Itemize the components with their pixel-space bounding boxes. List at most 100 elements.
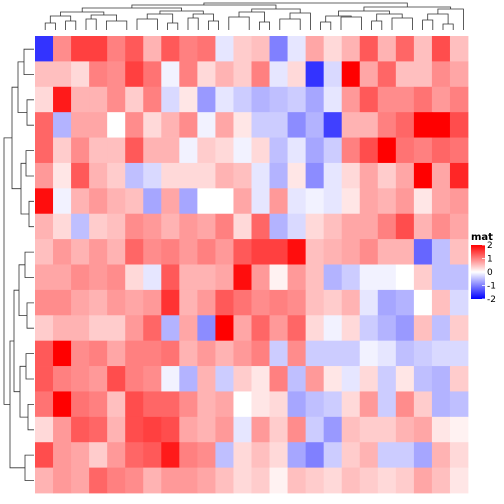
heatmap-cell [143,315,162,342]
heatmap-cell [71,137,90,164]
heatmap-cell [287,391,307,418]
heatmap-cell [395,112,415,138]
heatmap-cell [359,36,379,62]
heatmap-cell [125,162,144,189]
heatmap-cell [251,239,270,265]
heatmap-cell [413,188,433,215]
heatmap-cell [377,137,397,164]
heatmap-cell [413,264,433,291]
heatmap-cell [431,213,451,240]
heatmap-cell [431,112,451,138]
heatmap-cell [161,264,180,291]
heatmap-cell [377,442,397,469]
heatmap-cell [341,366,361,392]
heatmap-cell [179,289,198,316]
heatmap-cell [197,264,216,291]
heatmap-cell [341,112,361,138]
heatmap-cell [395,36,415,62]
heatmap-cell [341,416,361,443]
heatmap-cell [305,239,325,265]
heatmap-cell [107,416,126,443]
heatmap-cell [143,239,162,265]
heatmap-cell [89,467,108,494]
heatmap-cell [431,467,451,494]
heatmap-cell [125,416,144,443]
heatmap-cell [161,213,180,240]
heatmap-cell [305,61,325,88]
heatmap-cell [197,391,216,418]
heatmap-cell [125,442,144,469]
heatmap-cell [233,112,252,138]
heatmap-cell [341,188,361,215]
heatmap-cell [71,86,90,113]
heatmap-cell [215,239,234,265]
heatmap-cell [89,213,108,240]
heatmap-cell [251,340,270,367]
heatmap-cell [71,213,90,240]
heatmap-cell [71,162,90,189]
heatmap-cell [161,340,180,367]
heatmap-cell [233,264,252,291]
heatmap-cell [71,112,90,138]
heatmap-cell [35,264,54,291]
heatmap-cell [53,162,72,189]
heatmap-cell [197,239,216,265]
heatmap-cell [431,264,451,291]
heatmap-cell [305,340,325,367]
heatmap-cell [449,162,469,189]
heatmap-cell [359,162,379,189]
heatmap-cell [161,289,180,316]
heatmap-cell [323,213,343,240]
heatmap-cell [215,86,234,113]
heatmap-cell [449,86,469,113]
heatmap-cell [431,137,451,164]
heatmap-cell [53,264,72,291]
heatmap-cell [161,112,180,138]
heatmap-cell [359,366,379,392]
heatmap-cell [53,86,72,113]
heatmap-cell [143,188,162,215]
heatmap-cell [377,340,397,367]
heatmap-cell [125,36,144,62]
heatmap-cell [179,391,198,418]
heatmap-cell [197,467,216,494]
heatmap-cell [53,61,72,88]
heatmap-cell [125,137,144,164]
heatmap-cell [197,188,216,215]
heatmap-cell [377,36,397,62]
heatmap-cell [305,366,325,392]
heatmap-cell [143,61,162,88]
heatmap-cell [179,340,198,367]
heatmap-cell [215,188,234,215]
heatmap-cell [143,467,162,494]
heatmap-cell [269,391,288,418]
heatmap-cell [143,416,162,443]
heatmap-cell [269,264,288,291]
heatmap-cell [35,289,54,316]
heatmap-cell [269,137,288,164]
heatmap-cell [251,86,270,113]
heatmap-cell [269,366,288,392]
heatmap-cell [305,467,325,494]
heatmap-cell [431,36,451,62]
heatmap-cell [359,188,379,215]
heatmap-cell [143,36,162,62]
heatmap-cell [215,289,234,316]
heatmap-cell [359,391,379,418]
heatmap-cell [161,86,180,113]
heatmap-cell [251,188,270,215]
heatmap-cell [359,213,379,240]
heatmap-cell [197,315,216,342]
heatmap-cell [233,61,252,88]
heatmap-cell [35,61,54,88]
heatmap-cell [323,366,343,392]
heatmap-cell [341,36,361,62]
heatmap-cell [431,289,451,316]
heatmap-cell [251,137,270,164]
heatmap-cell [215,137,234,164]
heatmap-cell [179,86,198,113]
heatmap-cell [107,36,126,62]
heatmap-cell [323,467,343,494]
heatmap-cell [305,391,325,418]
heatmap-cell [71,467,90,494]
